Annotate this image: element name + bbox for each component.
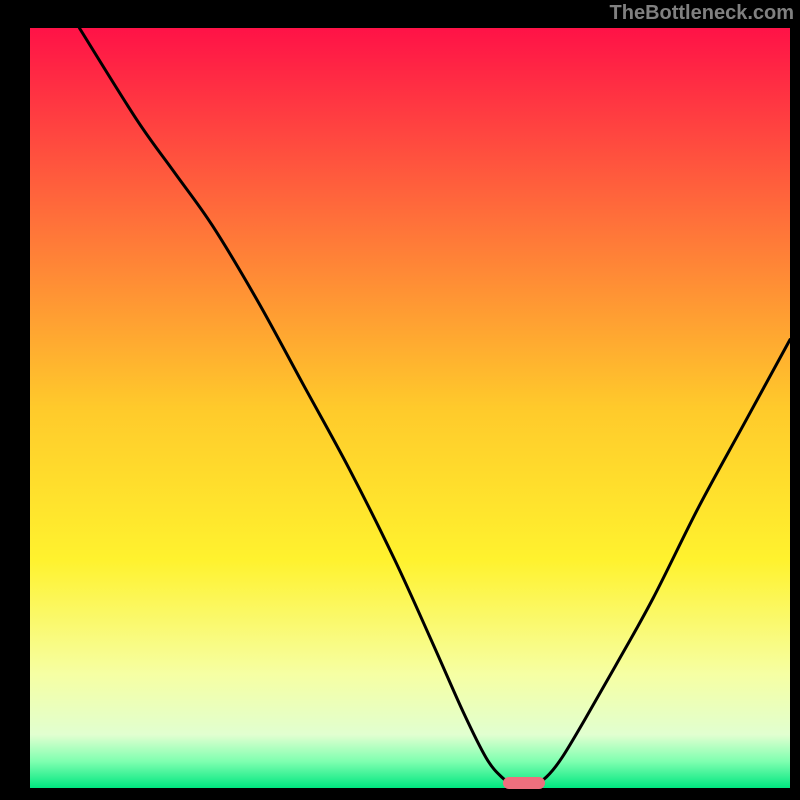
optimal-point-marker: [503, 777, 545, 789]
bottleneck-curve: [79, 28, 790, 783]
plot-area: [30, 28, 790, 788]
bottleneck-curve-svg: [30, 28, 790, 788]
watermark-text: TheBottleneck.com: [610, 2, 794, 25]
chart-container: TheBottleneck.com: [0, 0, 800, 800]
